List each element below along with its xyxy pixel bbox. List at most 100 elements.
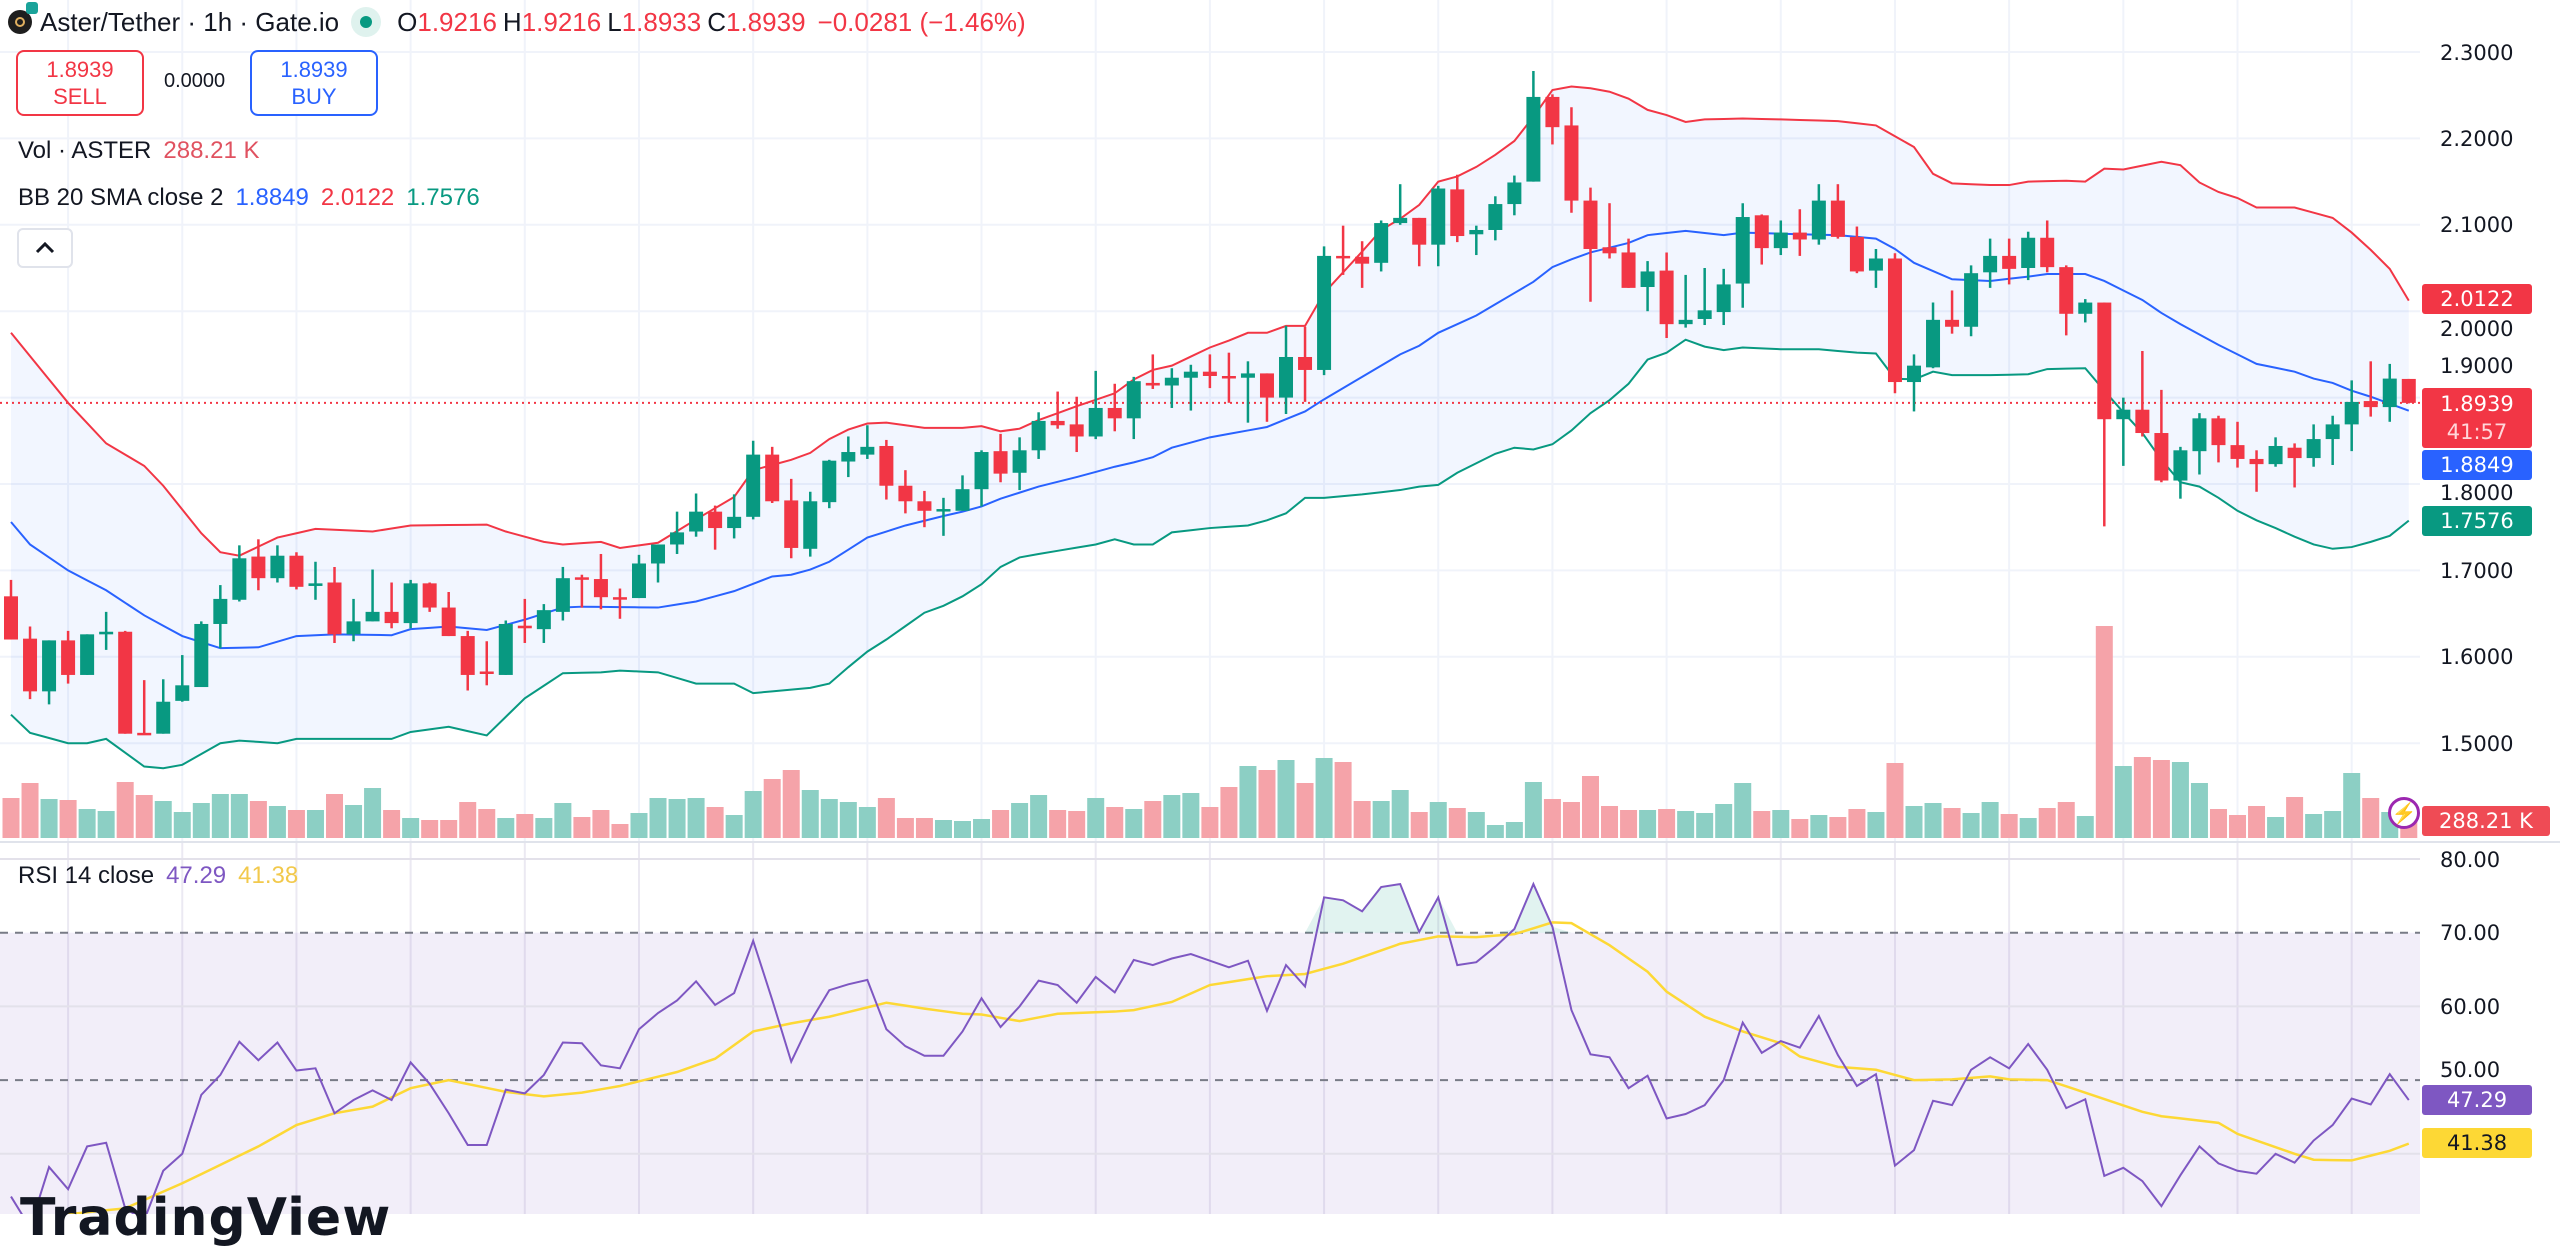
volume-bar [41,799,58,838]
volume-bar [3,798,20,838]
buy-label: BUY [291,83,336,110]
price-tick: 1.6000 [2440,645,2513,669]
price-tick: 2.2000 [2440,127,2513,151]
candle-body [23,639,37,692]
collapse-legend-button[interactable] [17,228,73,268]
candle-body [175,685,189,701]
buy-button[interactable]: 1.8939 BUY [250,50,378,116]
volume-bar [497,818,514,838]
volume-bar [1601,806,1618,838]
bar-countdown: 41:57 [2422,418,2532,446]
volume-bar [669,799,686,838]
aster-coin-icon [8,10,32,34]
candle-body [423,583,437,607]
volume-bar [1068,811,1085,838]
candle [2173,447,2187,499]
candle-body [727,517,741,528]
candle-body [1317,256,1331,370]
candle-body [1393,218,1407,223]
candle-body [1545,97,1559,127]
candle-body [1469,230,1483,234]
volume-bar [402,818,419,838]
candle-body [99,632,113,635]
candle-body [1717,284,1731,312]
last-price-value: 1.8939 [2422,390,2532,418]
volume-bar [2343,773,2360,838]
candle-body [1507,182,1521,204]
candle-body [1070,424,1084,436]
volume-bar [1011,803,1028,838]
candle [2402,379,2416,403]
volume-bar [554,803,571,838]
volume-bar [269,806,286,838]
volume-bar [1449,808,1466,838]
spread-value: 0.0000 [164,70,225,93]
candle-body [1793,233,1807,240]
candle-body [1279,357,1293,398]
candle-body [1888,258,1902,382]
candle [499,621,513,675]
candle-body [2307,439,2321,458]
chart-canvas[interactable] [0,0,2560,1214]
candle-body [651,544,665,563]
candle [803,492,817,557]
candle-body [1736,217,1750,284]
volume-bar [2324,811,2341,838]
lightning-icon[interactable]: ⚡ [2388,797,2420,829]
volume-bar [726,815,743,838]
candle-body [1355,257,1369,264]
candle-body [1108,408,1122,418]
candle-body [2135,410,2149,433]
volume-bar [1030,795,1047,838]
candle-body [2040,238,2054,267]
candle-body [936,509,950,512]
sell-button[interactable]: 1.8939 SELL [16,50,144,116]
volume-bar [2191,783,2208,838]
candle-body [156,702,170,734]
candle-body [347,621,361,634]
symbol-title[interactable]: Aster/Tether · 1h · Gate.io [40,7,339,38]
candle-body [1603,247,1617,253]
volume-bar [1087,798,1104,838]
candle-body [1622,252,1636,287]
candle-body [1526,97,1540,182]
volume-bar [2077,816,2094,838]
volume-bar [1982,802,1999,838]
volume-bar [2362,798,2379,838]
candle-body [1203,372,1217,376]
price-tick: 2.0000 [2440,317,2513,341]
rsi-tag: 47.29 [2422,1085,2532,1115]
buy-price: 1.8939 [280,56,347,83]
candle-body [137,733,151,736]
volume-bar [516,814,533,838]
candle-body [1964,273,1978,327]
volume-bar [764,779,781,838]
volume-bar [136,795,153,838]
volume-bar [1182,793,1199,838]
volume-bar [1944,808,1961,838]
bb-lower-tag: 1.7576 [2422,506,2532,536]
candle-body [2383,379,2397,408]
price-tick: 1.8000 [2440,481,2513,505]
volume-bar [535,818,552,838]
candle-body [4,596,18,639]
candle-body [2345,402,2359,424]
volume-bar [1791,819,1808,838]
candle-body [61,640,75,675]
candle-body [556,578,570,612]
candle-body [385,612,399,623]
volume-bar [117,782,134,838]
candle-body [480,671,494,674]
volume-bar [935,820,952,838]
candle-body [518,626,532,629]
volume-bar [231,794,248,838]
candle-body [1831,201,1845,237]
candle-body [251,557,265,579]
volume-bar [212,794,229,838]
volume-bar [1144,801,1161,838]
candle-body [2288,448,2302,458]
